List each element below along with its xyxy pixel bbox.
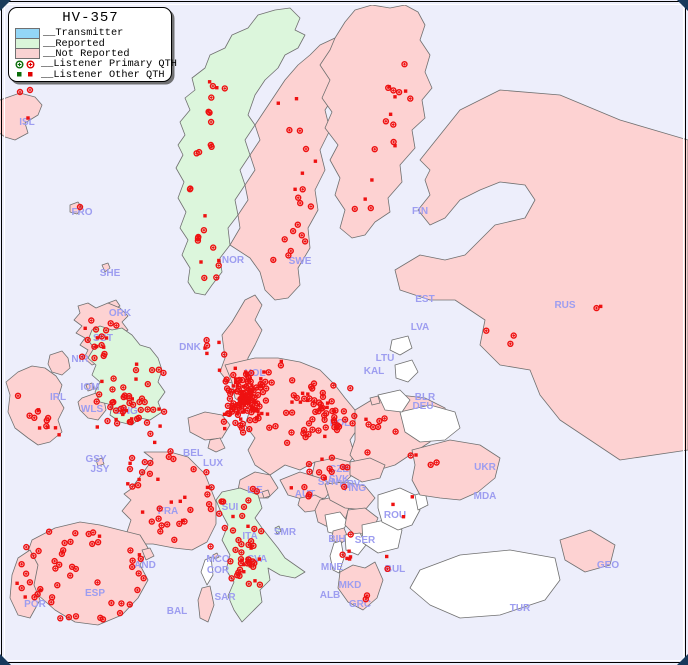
svg-text:FIN: FIN <box>412 206 428 217</box>
svg-text:HNG: HNG <box>344 483 366 494</box>
svg-text:SWE: SWE <box>289 256 312 267</box>
svg-text:NOR: NOR <box>222 255 245 266</box>
svg-text:SAR: SAR <box>214 592 236 603</box>
svg-text:BEL: BEL <box>183 448 203 459</box>
svg-text:RUS: RUS <box>554 300 575 311</box>
svg-text:POR: POR <box>24 599 46 610</box>
svg-text:DNK: DNK <box>179 342 201 353</box>
svg-text:DEU: DEU <box>412 401 433 412</box>
svg-text:AND: AND <box>134 560 156 571</box>
svg-text:ORK: ORK <box>109 308 132 319</box>
svg-text:JSY: JSY <box>91 464 110 475</box>
svg-text:IOM: IOM <box>81 382 100 393</box>
svg-text:ITA: ITA <box>242 531 257 542</box>
svg-text:SMR: SMR <box>274 527 297 538</box>
svg-text:MDA: MDA <box>474 491 497 502</box>
svg-text:IRL: IRL <box>50 392 66 403</box>
svg-text:LVA: LVA <box>411 322 430 333</box>
svg-text:KAL: KAL <box>364 366 385 377</box>
svg-text:WLS: WLS <box>81 404 104 415</box>
svg-text:SER: SER <box>355 535 376 546</box>
svg-text:LUX: LUX <box>203 458 223 469</box>
svg-text:BAL: BAL <box>167 606 188 617</box>
svg-text:COR: COR <box>207 565 230 576</box>
svg-text:BIH: BIH <box>328 534 345 545</box>
svg-text:GEO: GEO <box>597 560 619 571</box>
svg-text:MNE: MNE <box>321 562 344 573</box>
svg-text:MKD: MKD <box>339 580 362 591</box>
svg-text:EST: EST <box>415 294 434 305</box>
svg-text:MCO: MCO <box>206 554 230 565</box>
svg-text:TUR: TUR <box>510 603 531 614</box>
svg-text:ESP: ESP <box>85 588 105 599</box>
svg-text:UKR: UKR <box>474 462 496 473</box>
svg-text:ALB: ALB <box>320 590 341 601</box>
svg-text:SHE: SHE <box>100 268 121 279</box>
svg-text:LTU: LTU <box>376 353 395 364</box>
